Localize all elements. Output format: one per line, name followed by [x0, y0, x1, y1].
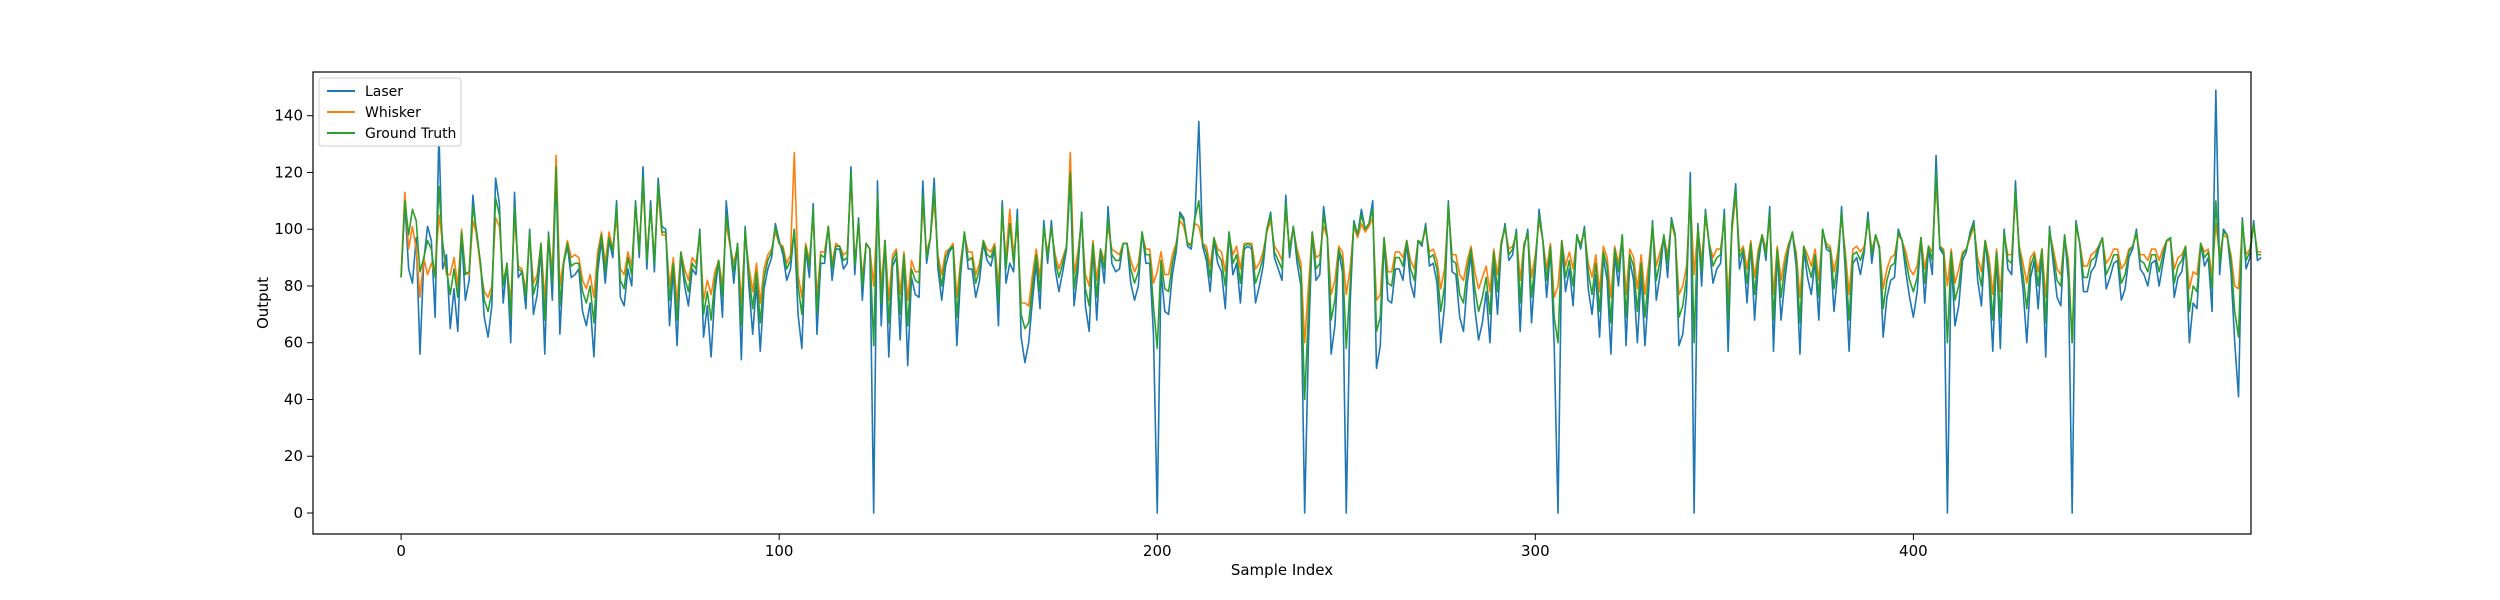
x-axis: 0 100 200 300 400: [396, 534, 1928, 560]
y-tick-label: 20: [284, 447, 303, 465]
y-tick-label: 80: [284, 277, 303, 295]
x-tick-label: 100: [765, 542, 794, 560]
y-axis: 0 20 40 60 80 100 120 140: [274, 107, 313, 522]
legend-box: [318, 77, 462, 147]
x-axis-label: Sample Index: [1231, 561, 1333, 579]
y-tick-label: 100: [274, 220, 303, 238]
legend-label-ground-truth: Ground Truth: [365, 126, 456, 142]
x-tick-label: 300: [1521, 542, 1550, 560]
series-line-ground-truth: [400, 165, 2262, 401]
legend: Laser Whisker Ground Truth: [318, 77, 462, 147]
plot-border: [312, 71, 2252, 535]
y-tick-label: 140: [274, 107, 303, 125]
legend-label-whisker: Whisker: [365, 105, 421, 121]
y-tick-label: 40: [284, 390, 303, 408]
x-tick-label: 400: [1899, 542, 1928, 560]
y-tick-label: 60: [284, 334, 303, 352]
x-tick-label: 0: [396, 542, 406, 560]
y-axis-label: Output: [254, 277, 272, 329]
x-tick-label: 200: [1143, 542, 1172, 560]
series-layer: [400, 89, 2262, 514]
y-tick-label: 120: [274, 163, 303, 181]
series-line-whisker: [400, 151, 2262, 344]
legend-label-laser: Laser: [365, 84, 403, 100]
y-tick-label: 0: [293, 504, 303, 522]
plot-area: [312, 71, 2252, 535]
